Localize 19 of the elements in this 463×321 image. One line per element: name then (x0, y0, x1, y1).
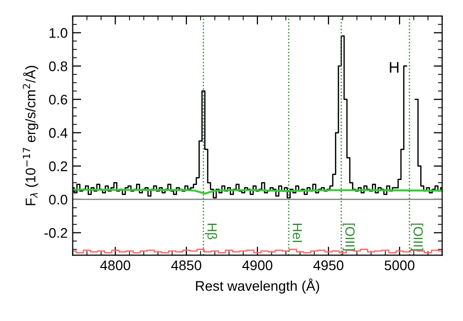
ref-line-label: [OIII] (410, 224, 424, 250)
x-tick-label: 4950 (313, 260, 344, 270)
ref-line-label: HeI (292, 224, 302, 242)
y-tick-label: 0.8 (49, 61, 68, 72)
y-tick-label: 0.6 (49, 94, 68, 105)
annotation: H (390, 62, 398, 73)
y-tick-label: 0.2 (49, 161, 68, 172)
y-tick-label: -0.2 (44, 228, 68, 238)
x-axis-title: Rest wavelength (Å) (196, 278, 320, 294)
y-tick-label: 0.0 (49, 194, 68, 205)
ref-line-label: [OIII] (342, 224, 355, 250)
y-axis-title: F$_{λ}$ (10$^{−17}$ erg/s/cm$^{2}$/Å) (22, 66, 38, 206)
y-tick-label: 0.4 (49, 128, 68, 138)
x-tick-label: 4800 (100, 260, 130, 270)
x-tick-label: 4900 (242, 260, 272, 270)
x-tick-label: 5000 (384, 260, 414, 270)
x-tick-label: 4850 (171, 260, 202, 270)
y-tick-label: 1.0 (50, 28, 68, 38)
ref-line-label: Hβ (204, 224, 218, 240)
